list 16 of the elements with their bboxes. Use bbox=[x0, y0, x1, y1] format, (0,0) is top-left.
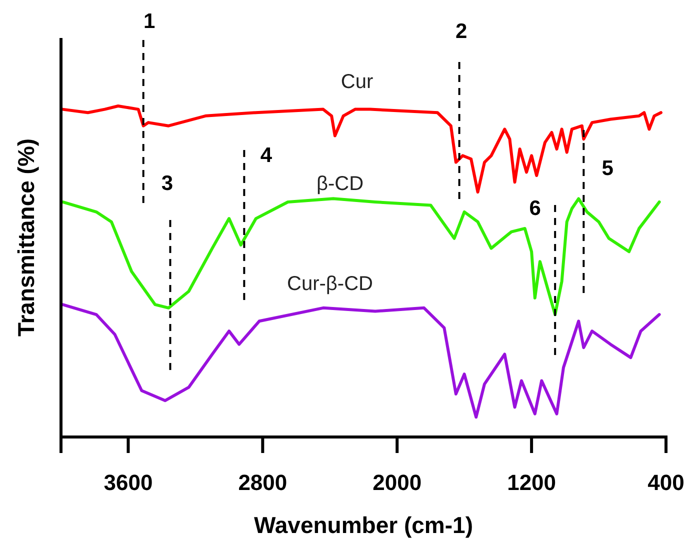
text: 1 bbox=[144, 10, 156, 33]
x-tick-label: 3600 bbox=[104, 470, 153, 495]
annotation: 3 bbox=[161, 172, 174, 195]
x-tick-label: 400 bbox=[648, 470, 684, 495]
x-axis-title: Wavenumber (cm-1) bbox=[254, 512, 473, 538]
x-tick-label: 2000 bbox=[372, 470, 422, 495]
series-label: Cur-β-CD bbox=[287, 273, 373, 295]
annotation: 6 bbox=[529, 197, 541, 220]
series-label: β-CD bbox=[316, 173, 364, 195]
x-tick-label: 1200 bbox=[507, 470, 556, 495]
annotation: 5 bbox=[602, 157, 614, 180]
annotation: 4 bbox=[260, 144, 272, 167]
y-axis-title: Transmittance (%) bbox=[13, 138, 39, 337]
series-label: Cur bbox=[340, 71, 374, 93]
x-tick-label: 2800 bbox=[238, 470, 288, 495]
text: 2 bbox=[455, 20, 468, 43]
